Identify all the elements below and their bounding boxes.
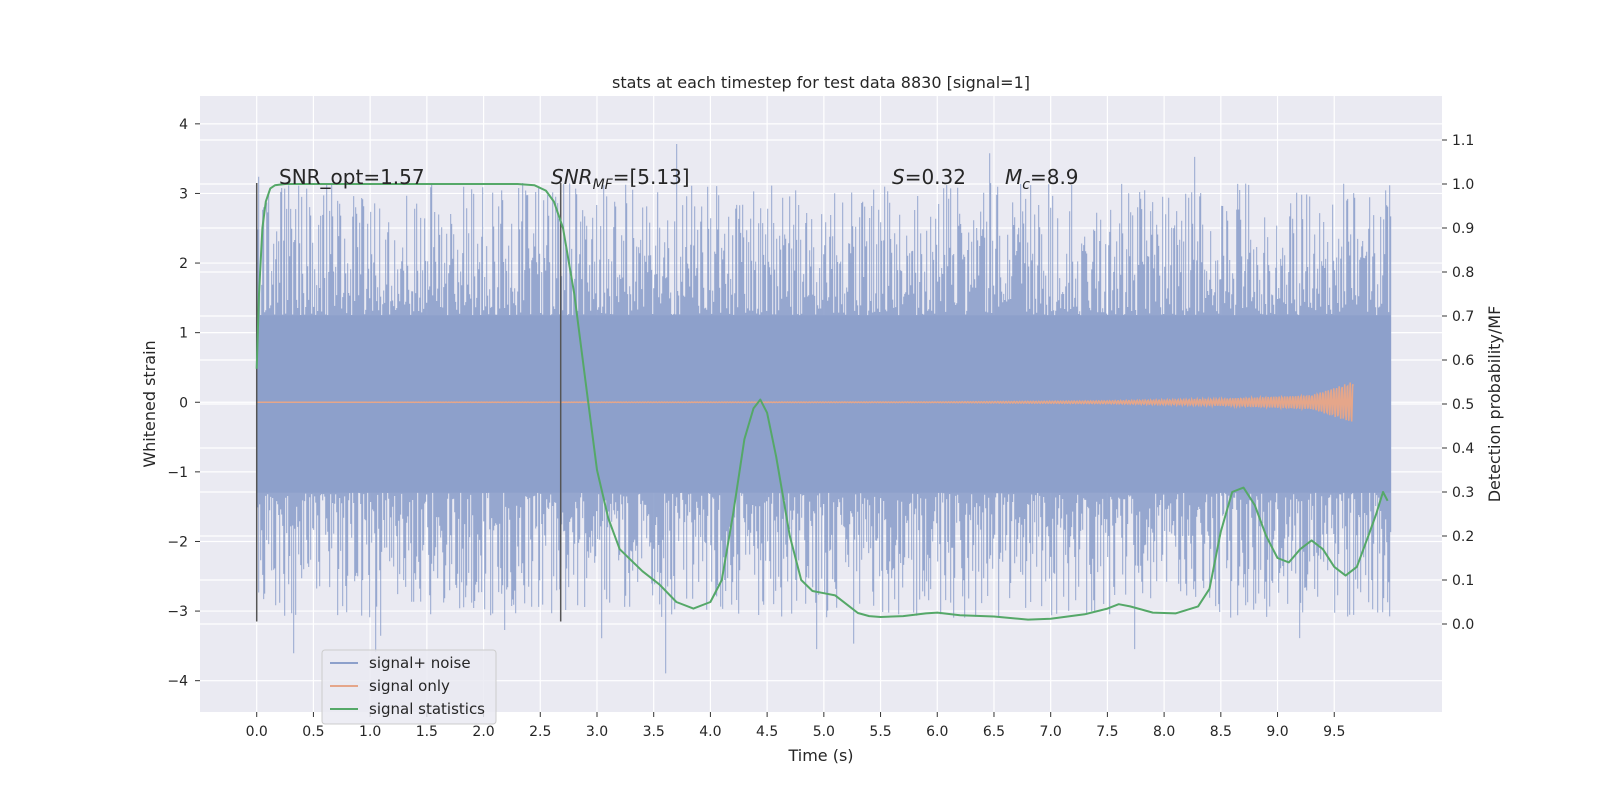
y-right-tick-label: 1.1 (1452, 133, 1474, 149)
y-right-tick-label: 0.3 (1452, 485, 1474, 501)
right-axis-ticks: 1.1 1.0 0.9 0.8 0.7 0.6 0.5 0.4 0.3 0.2 0.1 0.0 (1442, 133, 1474, 633)
left-axis-ticks: 4 3 2 1 0 −1 −2 −3 −4 (167, 117, 200, 690)
y-left-tick-label: 0 (179, 395, 188, 411)
annotation-mc-symbol: M (1005, 165, 1022, 189)
x-tick-label: 8.0 (1153, 724, 1175, 740)
y-right-tick-label: 0.8 (1452, 265, 1474, 281)
y-right-tick-label: 0.9 (1452, 221, 1474, 237)
left-axis-label: Whitened strain (140, 340, 159, 467)
x-tick-label: 9.0 (1266, 724, 1288, 740)
annotation-s-symbol: S (892, 165, 905, 189)
x-tick-label: 0.0 (246, 724, 268, 740)
y-left-tick-label: 1 (179, 326, 188, 342)
annotation-s-value: =0.32 (905, 165, 966, 189)
x-tick-label: 4.0 (699, 724, 721, 740)
x-tick-label: 3.5 (643, 724, 665, 740)
y-left-tick-label: 2 (179, 256, 188, 272)
annotation-snr-mf-sub: MF (593, 177, 614, 193)
x-tick-label: 5.0 (813, 724, 835, 740)
x-tick-label: 7.0 (1040, 724, 1062, 740)
annotation-s: S=0.32 (892, 165, 966, 189)
annotation-mc-sub: c (1022, 177, 1030, 193)
y-right-tick-label: 0.0 (1452, 617, 1474, 633)
x-tick-label: 1.5 (416, 724, 438, 740)
y-left-tick-label: 3 (179, 186, 188, 202)
signal-statistics-series (255, 183, 1389, 621)
legend-label-stats: signal statistics (369, 700, 485, 718)
x-tick-label: 2.5 (529, 724, 551, 740)
annotation-snr-mf: SNRMF=[5.13] (551, 165, 690, 193)
y-left-tick-label: −2 (167, 534, 188, 550)
y-right-tick-label: 0.2 (1452, 529, 1474, 545)
annotation-mc: Mc=8.9 (1005, 165, 1079, 193)
x-tick-label: 0.5 (302, 724, 324, 740)
signal-only-series (256, 382, 1354, 422)
x-tick-label: 5.5 (869, 724, 891, 740)
right-axis-label: Detection probability/MF (1485, 306, 1504, 503)
annotation-mc-value: =8.9 (1030, 165, 1079, 189)
y-right-tick-label: 0.6 (1452, 353, 1474, 369)
x-tick-label: 8.5 (1210, 724, 1232, 740)
x-tick-label: 6.0 (926, 724, 948, 740)
vertical-marker-lines (255, 183, 562, 622)
y-right-tick-label: 0.4 (1452, 441, 1474, 457)
chart-title: stats at each timestep for test data 883… (612, 73, 1030, 92)
y-left-tick-label: −4 (167, 674, 188, 690)
y-right-tick-label: 0.5 (1452, 397, 1474, 413)
x-axis-ticks: 0.0 0.5 1.0 1.5 2.0 2.5 3.0 3.5 4.0 4.5 5.0 5.5 6.0 6… (246, 712, 1345, 740)
x-tick-label: 1.0 (359, 724, 381, 740)
x-tick-label: 4.5 (756, 724, 778, 740)
signal-only-line (256, 382, 1354, 422)
y-right-tick-label: 1.0 (1452, 177, 1474, 193)
x-tick-label: 9.5 (1323, 724, 1345, 740)
annotation-snr-mf-value: =[5.13] (613, 165, 690, 189)
y-right-tick-label: 0.1 (1452, 573, 1474, 589)
legend-label-signal: signal only (369, 677, 450, 695)
annotation-snr-opt: SNR_opt=1.57 (279, 165, 425, 189)
y-left-tick-label: 4 (179, 117, 188, 133)
legend-label-noise: signal+ noise (369, 654, 471, 672)
x-tick-label: 7.5 (1096, 724, 1118, 740)
x-tick-label: 2.0 (472, 724, 494, 740)
x-tick-label: 3.0 (586, 724, 608, 740)
legend-box (321, 649, 497, 725)
y-left-tick-label: −1 (167, 465, 188, 481)
y-left-tick-label: −3 (167, 604, 188, 620)
x-tick-label: 6.5 (983, 724, 1005, 740)
annotation-snr-mf-main: SNR (551, 165, 593, 189)
legend: signal+ noise signal only signal statist… (321, 649, 497, 725)
y-right-tick-label: 0.7 (1452, 309, 1474, 325)
x-axis-label: Time (s) (787, 746, 853, 765)
signal-statistics-line (255, 183, 1389, 621)
